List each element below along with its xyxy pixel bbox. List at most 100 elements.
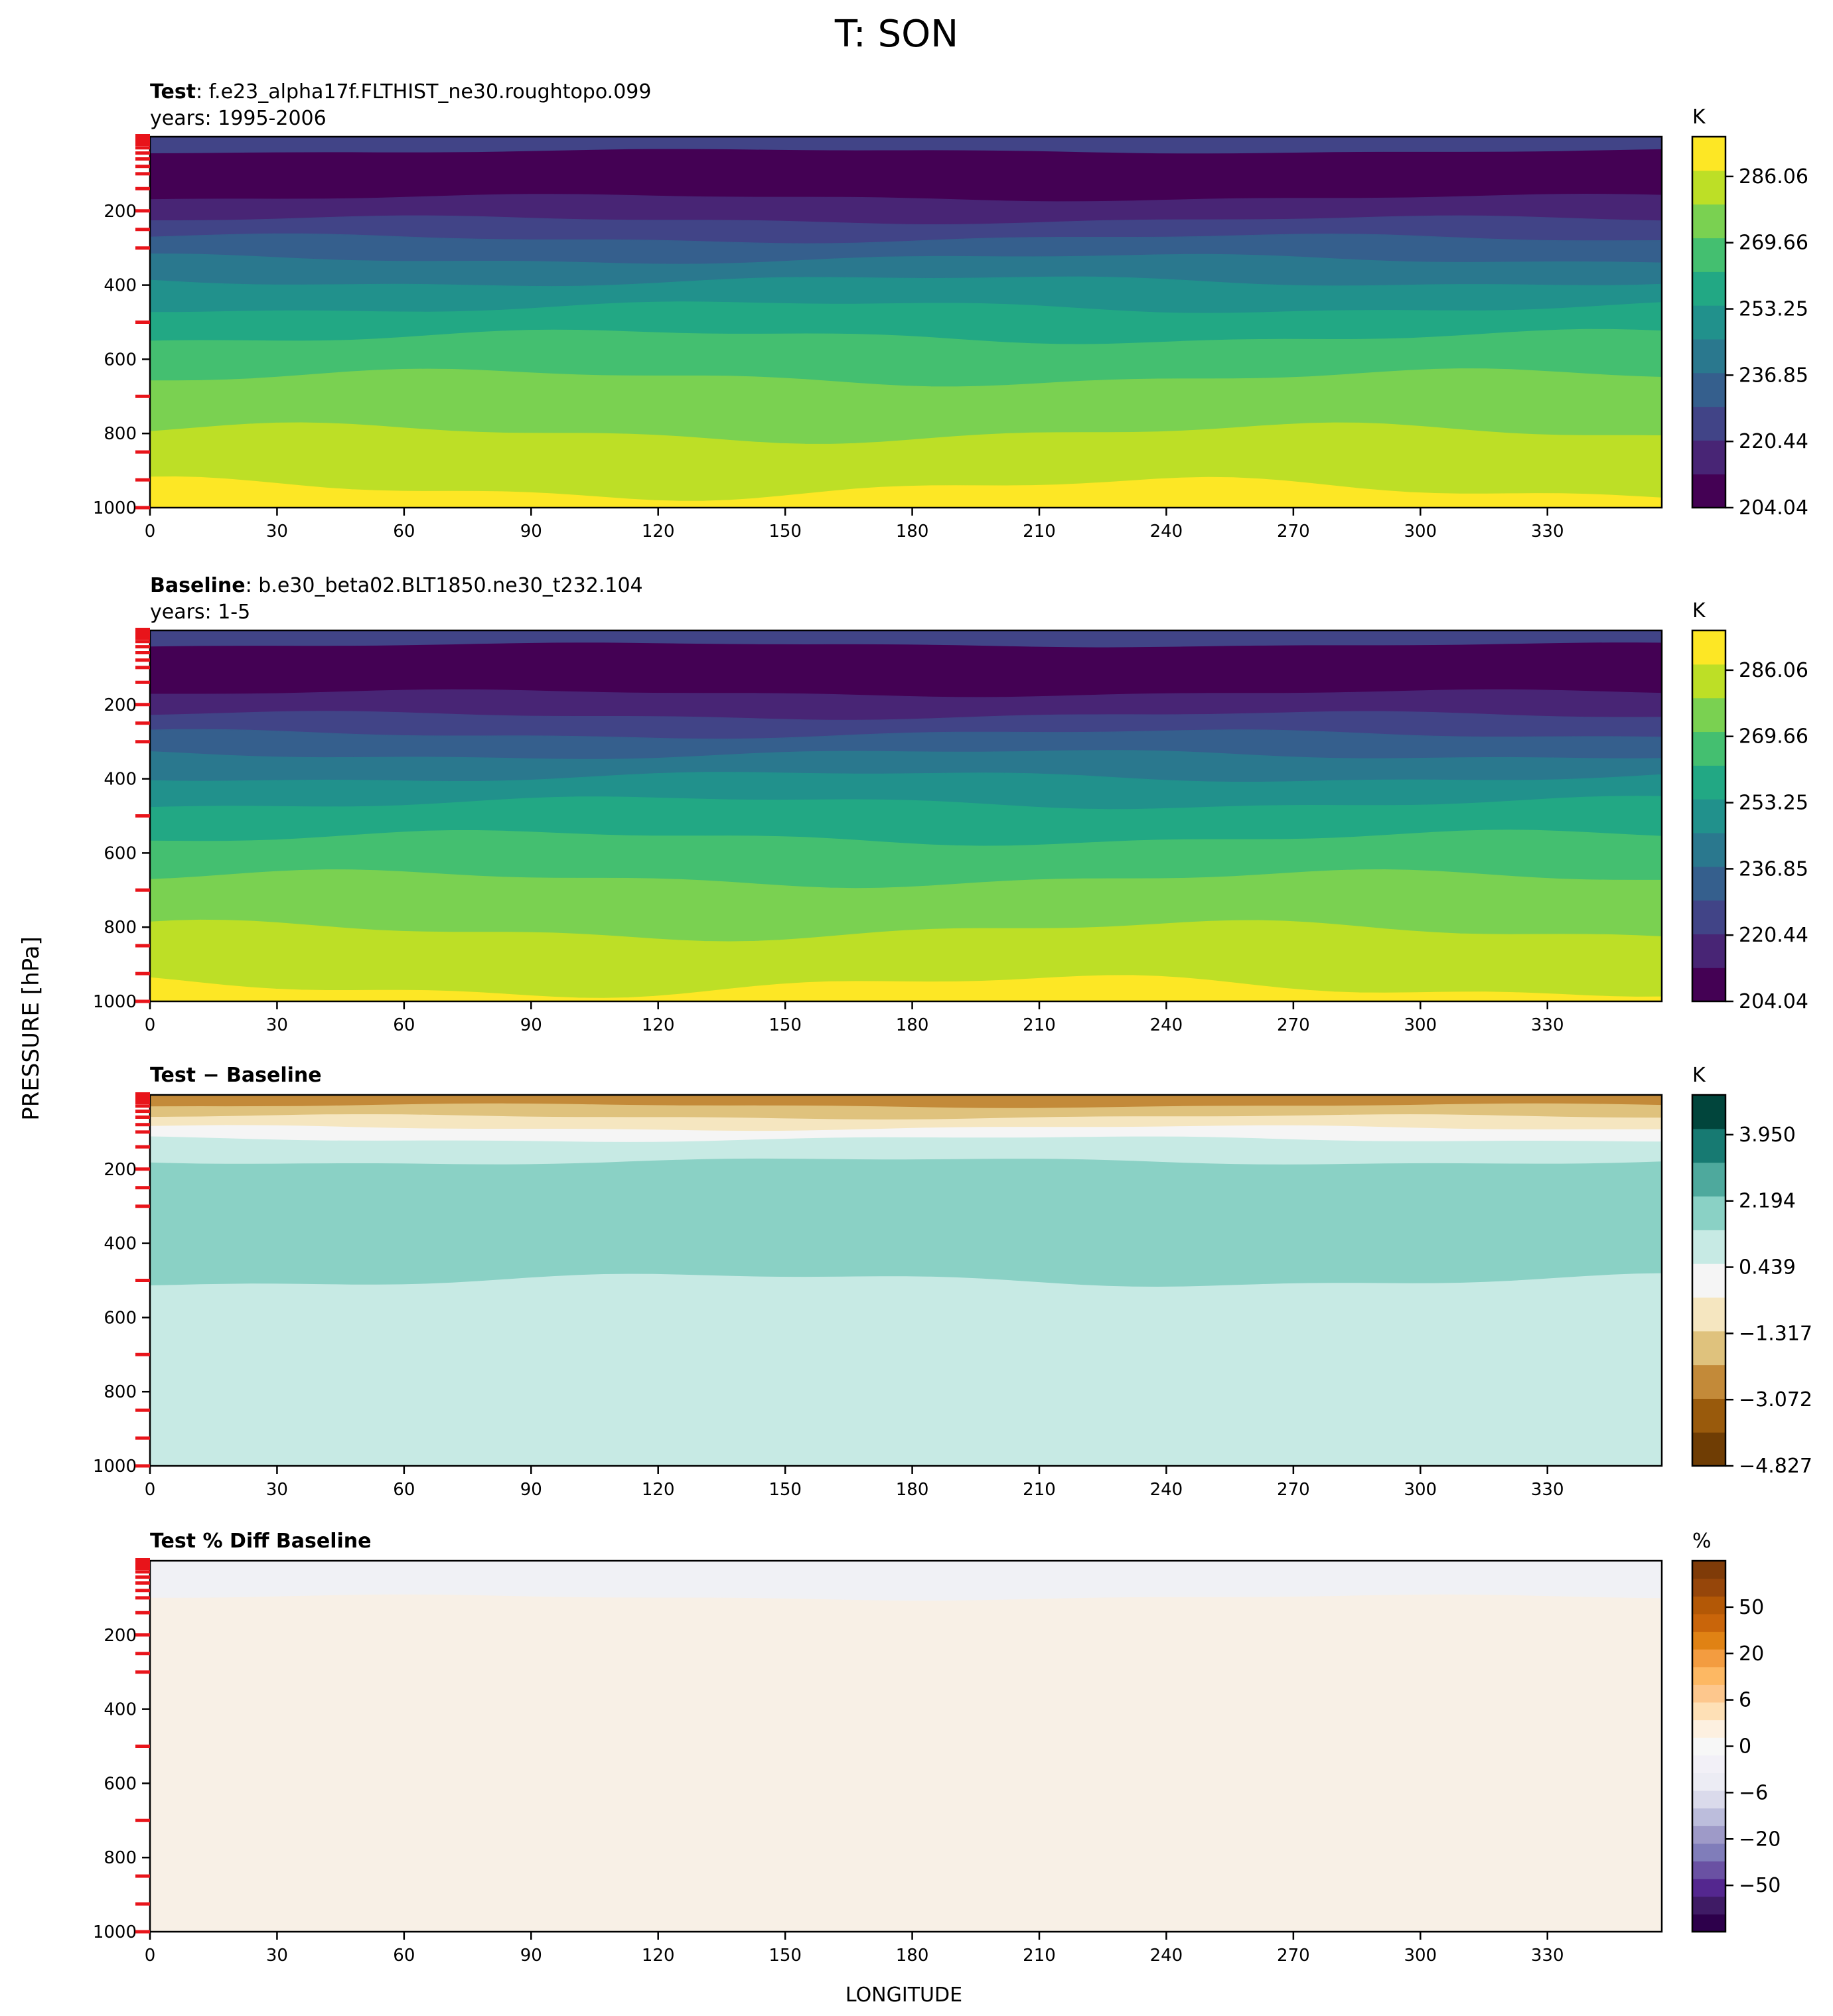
x-tick-label: 150 [769,1480,802,1500]
colorbar-tick-label: 204.04 [1739,990,1808,1013]
colorbar-tick-label: 236.85 [1739,857,1808,881]
panel-years-test: years: 1995-2006 [150,107,327,130]
contour-band [150,149,1662,202]
x-tick-label: 210 [1023,522,1056,541]
colorbar-tick-label: 2.194 [1739,1190,1796,1213]
y-tick-label: 600 [104,1774,137,1794]
y-tick-label: 800 [104,1382,137,1402]
model-level-marker-top [135,1092,150,1104]
colorbar-swatch [1692,474,1725,508]
colorbar-swatch [1692,1737,1725,1756]
x-tick-label: 60 [393,522,415,541]
x-tick-label: 90 [520,1946,542,1966]
x-tick-label: 120 [642,1480,675,1500]
colorbar-swatch [1692,1263,1725,1298]
x-tick-label: 270 [1277,1946,1310,1966]
y-tick-label: 800 [104,1848,137,1868]
colorbar-tick-label: 0.439 [1739,1256,1796,1279]
x-tick-label: 30 [266,1480,288,1500]
colorbar-tick-label: 253.25 [1739,792,1808,815]
colorbar-swatch [1692,1596,1725,1615]
colorbar-tick-label: −4.827 [1739,1455,1812,1478]
x-tick-label: 180 [896,1946,929,1966]
x-tick-label: 120 [642,1946,675,1966]
colorbar-swatch [1692,832,1725,867]
x-tick-label: 30 [266,1015,288,1035]
contour-band [150,1273,1662,1466]
colorbar-swatch [1692,170,1725,205]
x-tick-label: 150 [769,522,802,541]
x-tick-label: 180 [896,1480,929,1500]
contour-fill-test [150,137,1662,508]
contour-fill-diff [150,1095,1662,1466]
colorbar-tick-label: −1.317 [1739,1322,1812,1345]
x-tick-label: 300 [1404,1946,1437,1966]
colorbar-swatch [1692,731,1725,766]
panel-years-baseline: years: 1-5 [150,601,250,624]
x-tick-label: 0 [145,1946,156,1966]
colorbar-swatch [1692,1297,1725,1332]
colorbar-swatch [1692,1095,1725,1129]
colorbar-swatch [1692,1790,1725,1809]
colorbar-tick-label: 6 [1739,1689,1751,1712]
colorbar-swatch [1692,1896,1725,1914]
panel-baseline: Baseline: b.e30_beta02.BLT1850.ne30_t232… [93,574,1808,1035]
colorbar-swatch [1692,1879,1725,1897]
colorbar-unit: K [1692,106,1706,129]
x-tick-label: 270 [1277,1015,1310,1035]
colorbar-tick-label: −20 [1739,1828,1781,1851]
y-tick-label: 1000 [93,1457,137,1476]
colorbar-swatch [1692,137,1725,171]
colorbar-swatch [1692,1230,1725,1264]
panel-title-bold: Baseline [150,574,246,597]
colorbar-swatch [1692,968,1725,1002]
x-tick-label: 300 [1404,522,1437,541]
x-tick-label: 270 [1277,1480,1310,1500]
x-tick-label: 240 [1150,522,1183,541]
colorbar-tick-label: 0 [1739,1735,1751,1759]
colorbar-swatch [1692,1398,1725,1433]
colorbar-test: K 286.06 269.66 253.25 236.85 220.44 204.04 [1691,106,1808,520]
x-tick-label: 210 [1023,1480,1056,1500]
y-tick-label: 400 [104,276,137,296]
colorbar-swatch [1692,1649,1725,1668]
colorbar-tick-label: 3.950 [1739,1123,1796,1147]
x-tick-label: 210 [1023,1946,1056,1966]
contour-band [150,1158,1662,1288]
colorbar-swatch [1692,1162,1725,1197]
colorbar-swatch [1692,1631,1725,1650]
colorbar-swatch [1692,799,1725,833]
panel-title-bold: Test % Diff Baseline [150,1530,372,1553]
x-tick-label: 300 [1404,1480,1437,1500]
colorbar-tick-label: −3.072 [1739,1388,1812,1411]
colorbar-swatch [1692,1432,1725,1467]
contour-fill-pctdiff [150,1561,1662,1932]
y-tick-label: 800 [104,918,137,938]
y-tick-label: 1000 [93,1922,137,1942]
colorbar-unit: % [1692,1530,1712,1553]
colorbar-tick-label: 236.85 [1739,364,1808,387]
colorbar-swatch [1692,934,1725,968]
colorbar-swatch [1692,1613,1725,1632]
contour-band [150,1594,1662,1932]
panel-title-case: : b.e30_beta02.BLT1850.ne30_t232.104 [246,574,643,597]
colorbar-swatch [1692,204,1725,239]
model-level-marker-top [135,1558,150,1570]
panel-title-case: : f.e23_alpha17f.FLTHIST_ne30.roughtopo.… [196,80,651,104]
colorbar-swatch [1692,1196,1725,1230]
colorbar-tick-label: −6 [1739,1781,1768,1804]
figure-y-axis-label: PRESSURE [hPa] [18,936,44,1120]
x-tick-label: 60 [393,1946,415,1966]
x-tick-label: 120 [642,522,675,541]
panel-title-test: Test: f.e23_alpha17f.FLTHIST_ne30.rought… [150,80,651,104]
x-tick-label: 300 [1404,1015,1437,1035]
colorbar-tick-label: 253.25 [1739,298,1808,321]
y-tick-label: 1000 [93,498,137,518]
contour-band [150,476,1662,508]
colorbar-tick-label: 286.06 [1739,165,1808,188]
colorbar-swatch [1692,1561,1725,1579]
colorbar-baseline: K 286.06 269.66 253.25 236.85 220.44 204.04 [1691,599,1808,1013]
colorbar-swatch [1692,1666,1725,1685]
colorbar-swatch [1692,630,1725,665]
